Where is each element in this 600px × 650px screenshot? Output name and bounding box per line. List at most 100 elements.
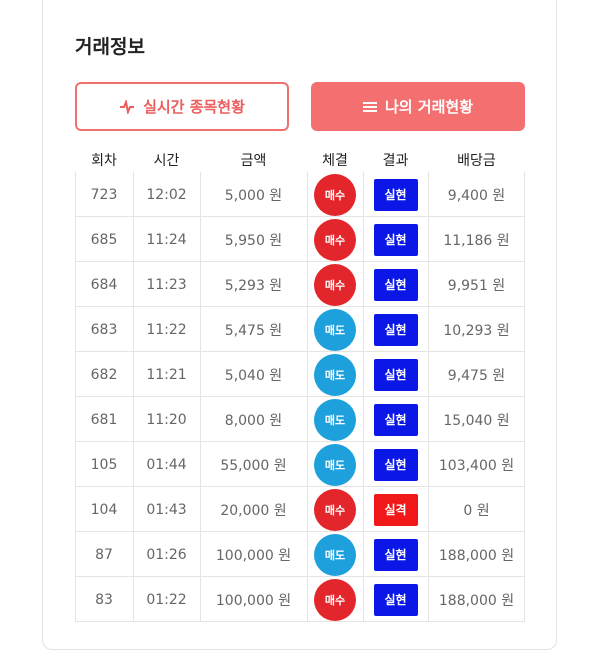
cell-border — [307, 262, 308, 307]
cell: 87 — [95, 546, 113, 563]
cell: 9,951 원 — [447, 277, 506, 294]
cell-border — [363, 262, 364, 307]
column-header: 시간 — [153, 153, 180, 169]
cell: 100,000 원 — [215, 592, 292, 609]
cell: 685 — [90, 231, 118, 248]
cell: 188,000 원 — [438, 592, 515, 609]
cell: 11:23 — [146, 276, 187, 293]
cell: 매도 — [307, 442, 363, 487]
column-header: 금액 — [240, 153, 267, 169]
cell: 83 — [95, 591, 113, 608]
cell: 실현 — [363, 532, 428, 577]
cell-border — [524, 262, 525, 307]
cell-border — [133, 397, 134, 442]
result-badge: 실현 — [373, 583, 418, 616]
cell: 10,293 원 — [443, 322, 510, 339]
cell-border — [363, 352, 364, 397]
cell: 100,000 원 — [215, 547, 292, 564]
cell-border — [524, 487, 525, 532]
column-header: 배당금 — [457, 153, 496, 169]
cell: 12:02 — [146, 186, 187, 203]
cell-border — [75, 172, 76, 217]
cell: 5,475 원 — [224, 322, 283, 339]
cell-border — [307, 397, 308, 442]
my-trades-button[interactable]: 나의 거래현황 — [311, 82, 525, 131]
cell-border — [200, 172, 201, 217]
side-badge: 매수 — [314, 578, 356, 621]
cell-border — [524, 397, 525, 442]
cell: 9,475 원 — [447, 367, 506, 384]
cell: 매도 — [307, 352, 363, 397]
cell-border — [75, 487, 76, 532]
cell-border — [75, 397, 76, 442]
cell: 11,186 원 — [443, 232, 510, 249]
cell: 5,000 원 — [224, 187, 283, 204]
cell-border — [363, 217, 364, 262]
side-badge: 매도 — [314, 443, 356, 486]
side-badge: 매도 — [314, 308, 356, 351]
cell-border — [200, 442, 201, 487]
table-row: 87 01:26 100,000 원 매도 실현 188,000 원 — [75, 532, 525, 577]
cell: 실현 — [363, 217, 428, 262]
cell: 실현 — [363, 262, 428, 307]
cell: 매수 — [307, 577, 363, 622]
cell: 매도 — [307, 397, 363, 442]
cell: 5,040 원 — [224, 367, 283, 384]
cell-border — [75, 217, 76, 262]
table-row: 684 11:23 5,293 원 매수 실현 9,951 원 — [75, 262, 525, 307]
side-badge: 매도 — [314, 353, 356, 396]
cell-border — [75, 577, 76, 622]
column-header: 체결 — [322, 153, 348, 169]
table-row: 83 01:22 100,000 원 매수 실현 188,000 원 — [75, 577, 525, 622]
cell-border — [307, 307, 308, 352]
cell-border — [307, 577, 308, 622]
cell-border — [524, 352, 525, 397]
cell: 실현 — [363, 442, 428, 487]
cell: 실현 — [363, 172, 428, 217]
cell-border — [307, 442, 308, 487]
cell: 683 — [90, 321, 118, 338]
cell: 104 — [90, 501, 118, 518]
cell-border — [133, 172, 134, 217]
cell: 8,000 원 — [224, 412, 283, 429]
cell: 실현 — [363, 577, 428, 622]
result-badge: 실현 — [373, 403, 418, 436]
realtime-button[interactable]: 실시간 종목현황 — [75, 82, 289, 131]
cell-border — [200, 217, 201, 262]
side-badge: 매수 — [314, 218, 356, 261]
table-row: 723 12:02 5,000 원 매수 실현 9,400 원 — [75, 172, 525, 217]
cell-border — [200, 307, 201, 352]
table-row: 685 11:24 5,950 원 매수 실현 11,186 원 — [75, 217, 525, 262]
cell: 01:44 — [146, 456, 187, 473]
table-row: 683 11:22 5,475 원 매도 실현 10,293 원 — [75, 307, 525, 352]
side-badge: 매수 — [314, 263, 356, 306]
cell-border — [75, 532, 76, 577]
cell-border — [524, 307, 525, 352]
cell: 681 — [90, 411, 118, 428]
cell-border — [200, 577, 201, 622]
result-badge: 실격 — [373, 493, 418, 526]
cell-border — [133, 352, 134, 397]
cell-border — [363, 172, 364, 217]
cell-border — [428, 532, 429, 577]
cell-border — [524, 217, 525, 262]
cell: 15,040 원 — [443, 412, 510, 429]
cell: 실현 — [363, 307, 428, 352]
icon — [362, 101, 377, 112]
cell-border — [428, 307, 429, 352]
cell: 매수 — [307, 262, 363, 307]
cell: 실현 — [363, 352, 428, 397]
side-badge: 매수 — [314, 488, 356, 531]
cell-border — [200, 532, 201, 577]
cell-border — [307, 352, 308, 397]
cell: 매수 — [307, 172, 363, 217]
side-badge: 매도 — [314, 533, 356, 576]
cell-border — [307, 487, 308, 532]
cell: 11:22 — [146, 321, 187, 338]
cell-border — [133, 442, 134, 487]
result-badge: 실현 — [373, 313, 418, 346]
cell-border — [75, 262, 76, 307]
cell-border — [307, 172, 308, 217]
cell-border — [133, 307, 134, 352]
cell-border — [428, 397, 429, 442]
